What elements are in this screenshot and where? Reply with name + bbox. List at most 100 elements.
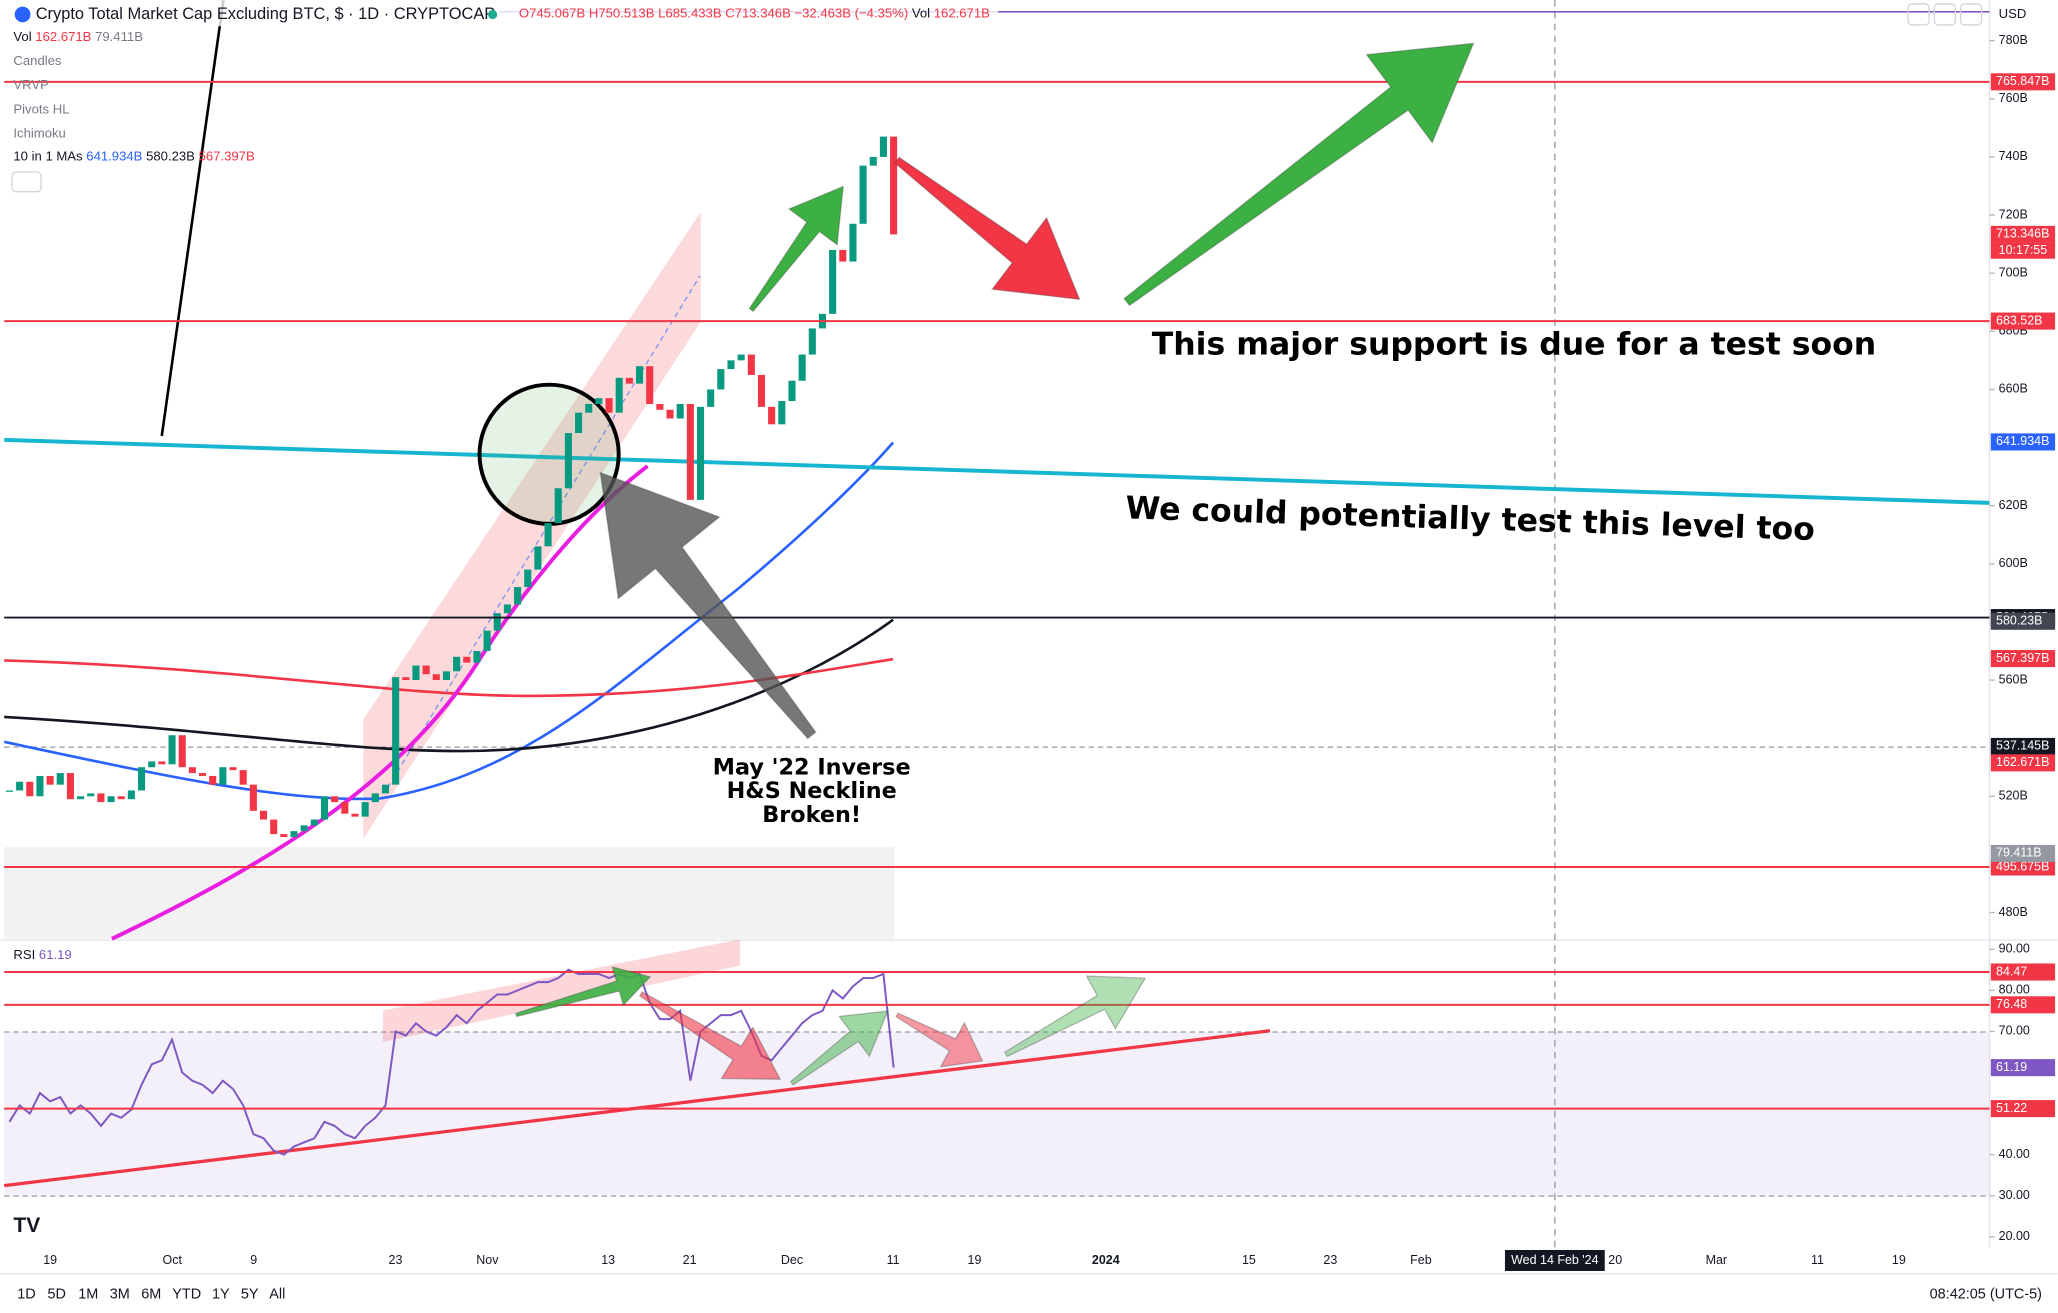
time-tick-label: Oct — [163, 1253, 183, 1267]
countdown: 10:17:55 — [1999, 243, 2048, 257]
vol-label: Vol — [912, 6, 930, 21]
price-level-label-bg — [1990, 612, 2056, 630]
candle — [310, 819, 318, 826]
vol-label-bg — [1990, 754, 2056, 772]
time-tick-label: 23 — [389, 1253, 403, 1267]
arrow — [515, 965, 652, 1018]
currency[interactable]: USD — [1999, 6, 2027, 21]
countdown-bg — [1990, 242, 2056, 259]
arrow — [894, 156, 1081, 301]
symbol-icon — [14, 6, 31, 23]
candle — [209, 775, 217, 785]
arrow — [1123, 42, 1475, 307]
range-button[interactable]: 6M — [141, 1286, 161, 1302]
candle — [66, 773, 74, 800]
candle — [544, 523, 552, 547]
legend-item[interactable]: Candles — [13, 53, 62, 68]
rsi-tick-label: 20.00 — [1999, 1229, 2030, 1243]
candle — [270, 819, 278, 835]
rsi-level-label-bg — [1990, 1059, 2056, 1077]
candle — [656, 403, 664, 410]
candle — [422, 665, 430, 675]
legend-vol: Vol 162.671B 79.411B — [13, 30, 143, 45]
candle — [534, 546, 542, 570]
candle — [717, 369, 725, 390]
candle — [747, 354, 755, 375]
ma-label: 10 in 1 MAs — [13, 149, 83, 164]
price-level-label: 580.23B — [1996, 614, 2042, 628]
rsi-level-label-bg — [1990, 1100, 2056, 1118]
price-tick-label: 660B — [1999, 382, 2028, 396]
price-tick-label: 560B — [1999, 672, 2028, 686]
candle — [107, 796, 115, 803]
price-tick-label: 620B — [1999, 498, 2028, 512]
legend-item[interactable]: VRVP — [13, 77, 49, 92]
candle — [554, 488, 562, 524]
circle — [477, 382, 621, 526]
range-button[interactable]: 1Y — [212, 1286, 230, 1302]
rsi-tick-label: 40.00 — [1999, 1147, 2030, 1161]
range-button[interactable]: 1D — [17, 1286, 35, 1302]
time-tick-label: 19 — [1892, 1253, 1906, 1267]
price-tick-label: 760B — [1999, 91, 2028, 105]
candle — [808, 328, 816, 355]
candle — [280, 834, 288, 837]
candle — [117, 796, 125, 800]
vol-value: 162.671B — [35, 30, 91, 45]
candle — [259, 810, 268, 820]
candle — [727, 360, 735, 370]
clock: 08:42:05 (UTC-5) — [1930, 1286, 2042, 1302]
rsi-level-label: 76.48 — [1996, 997, 2027, 1011]
ma-red — [4, 657, 894, 698]
arrow — [895, 1012, 984, 1068]
candle — [768, 406, 776, 425]
candle — [36, 775, 44, 797]
ma-value: 641.934B — [86, 149, 142, 164]
crosshair-date-bg — [1504, 1249, 1605, 1271]
candle — [575, 412, 583, 434]
high: H750.513B — [589, 6, 655, 21]
button[interactable] — [1959, 3, 1983, 26]
rsi-line — [8, 968, 895, 1156]
candle — [646, 366, 654, 404]
range-button[interactable]: YTD — [172, 1286, 201, 1302]
price-tick-label: 600B — [1999, 556, 2028, 570]
time-tick-label: 19 — [43, 1253, 57, 1267]
range-button[interactable]: 5Y — [241, 1286, 259, 1302]
arrow — [599, 471, 817, 740]
candle — [46, 775, 54, 785]
candle — [371, 793, 379, 803]
button[interactable] — [1907, 3, 1930, 26]
price-level-label-bg — [1990, 312, 2056, 330]
symbol-title: Crypto Total Market Cap Excluding BTC, $… — [36, 5, 496, 23]
price-tick-label: 780B — [1999, 33, 2028, 47]
range-button[interactable]: 5D — [47, 1286, 65, 1302]
candle — [168, 735, 176, 765]
open: O745.067B — [519, 6, 586, 21]
button[interactable] — [1933, 3, 1956, 26]
legend-item[interactable]: Ichimoku — [13, 125, 65, 140]
range-button[interactable]: 3M — [110, 1286, 130, 1302]
price-level-label: 641.934B — [1996, 434, 2049, 448]
candle — [595, 398, 603, 404]
candle — [432, 674, 440, 681]
candle — [249, 784, 257, 811]
price-level-label-bg — [1990, 433, 2056, 451]
candle — [178, 735, 186, 768]
price-level-label-bg — [1990, 737, 2056, 755]
time-tick-label: 11 — [887, 1253, 900, 1267]
price-level-label: 713.346B — [1996, 227, 2049, 241]
candle — [757, 374, 766, 407]
candle — [16, 781, 24, 791]
ma-value: 567.397B — [199, 149, 255, 164]
trendline — [4, 437, 1990, 505]
ma-blue — [3, 441, 895, 801]
status-dot — [488, 9, 498, 20]
candle — [676, 403, 684, 419]
range-button[interactable]: 1M — [78, 1286, 98, 1302]
collapse-button[interactable] — [11, 171, 42, 193]
annotation: H&S Neckline — [727, 778, 897, 804]
legend-item[interactable]: Pivots HL — [13, 102, 69, 117]
vol-label: 162.671B — [1996, 755, 2049, 769]
range-button[interactable]: All — [269, 1286, 285, 1302]
